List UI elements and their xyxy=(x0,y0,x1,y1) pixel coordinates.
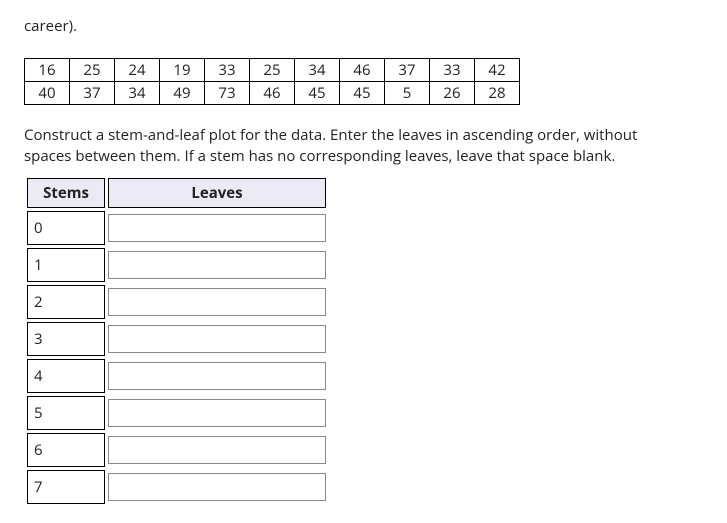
data-cell: 33 xyxy=(205,59,250,82)
stem-cell: 3 xyxy=(27,322,105,356)
leaf-input[interactable] xyxy=(108,362,326,390)
stem-leaf-row: 7 xyxy=(27,470,326,504)
leaf-cell xyxy=(108,359,326,393)
data-cell: 25 xyxy=(250,59,295,82)
leaf-input[interactable] xyxy=(108,473,326,501)
data-cell: 28 xyxy=(475,82,520,105)
leaf-input[interactable] xyxy=(108,288,326,316)
data-cell: 45 xyxy=(340,82,385,105)
data-cell: 34 xyxy=(295,59,340,82)
data-cell: 37 xyxy=(70,82,115,105)
data-cell: 34 xyxy=(115,82,160,105)
page-fragment-text: career). xyxy=(24,16,703,36)
stems-header: Stems xyxy=(27,178,105,208)
stem-cell: 5 xyxy=(27,396,105,430)
leaves-header: Leaves xyxy=(108,178,326,208)
data-cell: 45 xyxy=(295,82,340,105)
stem-cell: 2 xyxy=(27,285,105,319)
leaf-input[interactable] xyxy=(108,399,326,427)
stem-cell: 1 xyxy=(27,248,105,282)
stem-cell: 7 xyxy=(27,470,105,504)
data-cell: 19 xyxy=(160,59,205,82)
data-cell: 49 xyxy=(160,82,205,105)
data-cell: 42 xyxy=(475,59,520,82)
leaf-cell xyxy=(108,248,326,282)
leaf-input[interactable] xyxy=(108,325,326,353)
leaf-cell xyxy=(108,433,326,467)
leaf-input[interactable] xyxy=(108,214,326,242)
stem-leaf-row: 6 xyxy=(27,433,326,467)
stem-cell: 4 xyxy=(27,359,105,393)
data-cell: 5 xyxy=(385,82,430,105)
leaf-cell xyxy=(108,470,326,504)
leaf-input[interactable] xyxy=(108,436,326,464)
data-cell: 37 xyxy=(385,59,430,82)
leaf-cell xyxy=(108,396,326,430)
data-row: 1625241933253446373342 xyxy=(25,59,520,82)
stem-leaf-row: 2 xyxy=(27,285,326,319)
data-cell: 33 xyxy=(430,59,475,82)
data-cell: 24 xyxy=(115,59,160,82)
stem-cell: 0 xyxy=(27,211,105,245)
data-values-table: 1625241933253446373342403734497346454552… xyxy=(24,58,520,105)
data-cell: 16 xyxy=(25,59,70,82)
stem-leaf-row: 4 xyxy=(27,359,326,393)
data-row: 403734497346454552628 xyxy=(25,82,520,105)
data-cell: 25 xyxy=(70,59,115,82)
stem-leaf-table: Stems Leaves 01234567 xyxy=(24,175,329,507)
stem-leaf-row: 5 xyxy=(27,396,326,430)
data-cell: 46 xyxy=(250,82,295,105)
data-cell: 40 xyxy=(25,82,70,105)
data-cell: 46 xyxy=(340,59,385,82)
data-cell: 73 xyxy=(205,82,250,105)
stem-leaf-row: 0 xyxy=(27,211,326,245)
stem-leaf-row: 1 xyxy=(27,248,326,282)
instructions-text: Construct a stem-and-leaf plot for the d… xyxy=(24,125,684,167)
leaf-cell xyxy=(108,211,326,245)
stem-leaf-row: 3 xyxy=(27,322,326,356)
stem-cell: 6 xyxy=(27,433,105,467)
data-cell: 26 xyxy=(430,82,475,105)
leaf-input[interactable] xyxy=(108,251,326,279)
leaf-cell xyxy=(108,322,326,356)
leaf-cell xyxy=(108,285,326,319)
